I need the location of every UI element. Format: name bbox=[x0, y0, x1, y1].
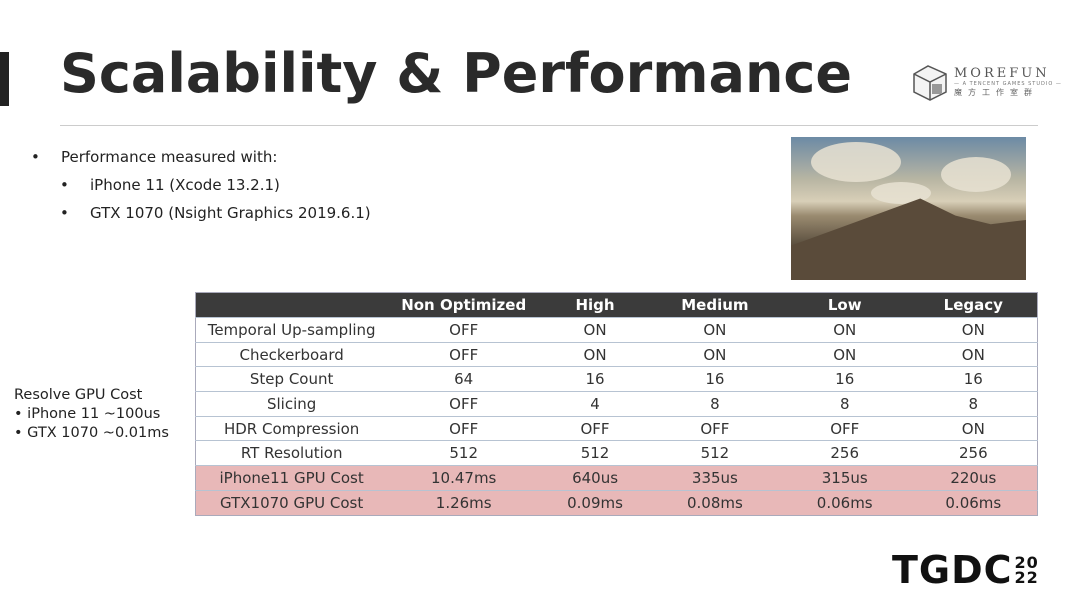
table-cell: 335us bbox=[649, 465, 780, 491]
table-cell: 256 bbox=[779, 440, 910, 466]
table-cell: 16 bbox=[649, 366, 780, 392]
cube-icon bbox=[913, 65, 947, 101]
sub-bullet-list: iPhone 11 (Xcode 13.2.1) GTX 1070 (Nsigh… bbox=[60, 176, 371, 232]
column-header: Legacy bbox=[909, 292, 1038, 318]
table-cell: OFF bbox=[387, 391, 541, 417]
table-cell: 8 bbox=[779, 391, 910, 417]
table-cell: 8 bbox=[649, 391, 780, 417]
landscape-screenshot bbox=[791, 137, 1026, 280]
table-row: Checkerboard OFF ON ON ON ON bbox=[195, 341, 1038, 367]
table-cell: 512 bbox=[387, 440, 541, 466]
table-cell: ON bbox=[909, 317, 1038, 343]
table-cell: 1.26ms bbox=[387, 489, 541, 515]
table-cell: OFF bbox=[387, 341, 541, 367]
slide-title: Scalability & Performance bbox=[60, 42, 853, 105]
table-cell: 512 bbox=[540, 440, 650, 466]
table-cell: 0.09ms bbox=[540, 489, 650, 515]
table-cell: 0.06ms bbox=[779, 489, 910, 515]
table-cell: ON bbox=[909, 341, 1038, 367]
performance-table: Non Optimized High Medium Low Legacy Tempora… bbox=[195, 292, 1038, 516]
table-cell: OFF bbox=[387, 317, 541, 343]
bullet-list: Performance measured with: bbox=[31, 148, 277, 176]
table-cell: 0.08ms bbox=[649, 489, 780, 515]
row-label: GTX1070 GPU Cost bbox=[195, 489, 388, 515]
row-label: Step Count bbox=[195, 366, 388, 392]
table-cell: 10.47ms bbox=[387, 465, 541, 491]
column-header: Non Optimized bbox=[387, 292, 541, 318]
row-label: Slicing bbox=[195, 391, 388, 417]
table-cell: 64 bbox=[387, 366, 541, 392]
table-cell: 16 bbox=[909, 366, 1038, 392]
table-row: Step Count 64 16 16 16 16 bbox=[195, 366, 1038, 392]
table-cell: ON bbox=[909, 415, 1038, 441]
table-cell: ON bbox=[779, 341, 910, 367]
bullet-sub: iPhone 11 (Xcode 13.2.1) bbox=[60, 176, 371, 204]
table-cell: 315us bbox=[779, 465, 910, 491]
table-cell: OFF bbox=[649, 415, 780, 441]
table-cell: OFF bbox=[387, 415, 541, 441]
table-row: iPhone11 GPU Cost 10.47ms 640us 335us 315us 2… bbox=[195, 465, 1038, 491]
table-cell: 640us bbox=[540, 465, 650, 491]
table-row: HDR Compression OFF OFF OFF OFF ON bbox=[195, 415, 1038, 441]
row-label: Temporal Up-sampling bbox=[195, 317, 388, 343]
table-row: RT Resolution 512 512 512 256 256 bbox=[195, 440, 1038, 466]
table-cell: ON bbox=[540, 341, 650, 367]
column-header: Low bbox=[779, 292, 910, 318]
table-cell: 16 bbox=[540, 366, 650, 392]
row-label: Checkerboard bbox=[195, 341, 388, 367]
column-header: Medium bbox=[649, 292, 780, 318]
table-cell: OFF bbox=[540, 415, 650, 441]
bullet-sub: GTX 1070 (Nsight Graphics 2019.6.1) bbox=[60, 204, 371, 232]
table-cell: ON bbox=[649, 341, 780, 367]
divider bbox=[60, 125, 1038, 126]
table-cell: 16 bbox=[779, 366, 910, 392]
table-cell: 512 bbox=[649, 440, 780, 466]
table-row: Slicing OFF 4 8 8 8 bbox=[195, 391, 1038, 417]
table-row: GTX1070 GPU Cost 1.26ms 0.09ms 0.08ms 0.06ms… bbox=[195, 489, 1038, 515]
column-header bbox=[195, 292, 388, 318]
accent-bar bbox=[0, 52, 9, 106]
resolve-cost-note: Resolve GPU Cost • iPhone 11 ~100us • GT… bbox=[14, 387, 169, 441]
table-cell: OFF bbox=[779, 415, 910, 441]
bullet-main: Performance measured with: bbox=[31, 148, 277, 176]
table-row: Temporal Up-sampling OFF ON ON ON ON bbox=[195, 317, 1038, 343]
table-cell: 0.06ms bbox=[909, 489, 1038, 515]
row-label: HDR Compression bbox=[195, 415, 388, 441]
morefun-logo: MOREFUN — A TENCENT GAMES STUDIO — 魔方工作室… bbox=[910, 62, 1062, 102]
table-cell: 256 bbox=[909, 440, 1038, 466]
row-label: RT Resolution bbox=[195, 440, 388, 466]
table-cell: ON bbox=[540, 317, 650, 343]
column-header: High bbox=[540, 292, 650, 318]
table-cell: ON bbox=[649, 317, 780, 343]
tgdc-logo: TGDC 20 22 bbox=[892, 548, 1039, 592]
table-cell: 4 bbox=[540, 391, 650, 417]
table-cell: 220us bbox=[909, 465, 1038, 491]
table-cell: 8 bbox=[909, 391, 1038, 417]
row-label: iPhone11 GPU Cost bbox=[195, 465, 388, 491]
table-cell: ON bbox=[779, 317, 910, 343]
